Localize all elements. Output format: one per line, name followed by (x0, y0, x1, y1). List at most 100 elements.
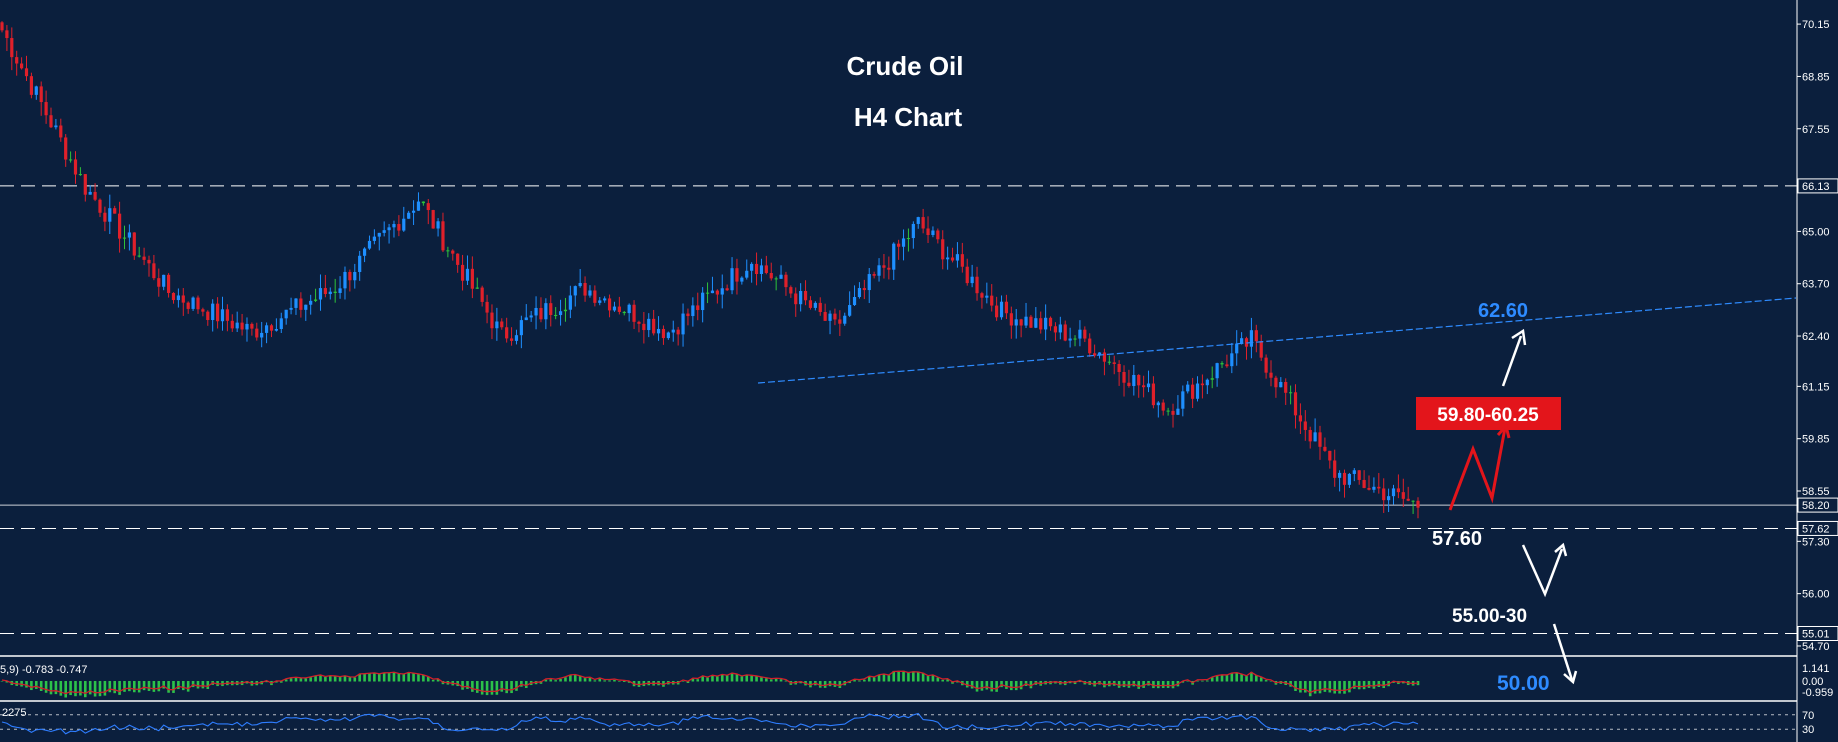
candle-body (725, 288, 729, 291)
candle-body (524, 317, 528, 321)
candle-body (799, 290, 803, 305)
candle-body (431, 210, 435, 229)
macd-bar (1343, 681, 1346, 694)
macd-bar (691, 678, 695, 682)
candle-body (1303, 421, 1307, 430)
macd-bar (897, 670, 900, 682)
candle-body (1259, 341, 1263, 358)
macd-bar (1186, 680, 1190, 682)
macd-bar (436, 679, 440, 682)
candle-body (632, 304, 636, 322)
candle-body (225, 309, 229, 321)
candle-body (260, 332, 264, 338)
price-tick-label: 58.55 (1802, 486, 1830, 498)
macd-bar (206, 681, 210, 690)
candle-body (1009, 313, 1013, 326)
candle-body (1289, 392, 1293, 394)
macd-bar (603, 680, 606, 682)
candle-body (558, 311, 563, 316)
candle-body (554, 314, 558, 316)
candle-body (451, 250, 455, 254)
candle-body (485, 301, 489, 313)
candle-body (186, 302, 190, 309)
candle-body (1416, 500, 1420, 508)
candle-body (73, 159, 78, 175)
candle-body (916, 217, 920, 224)
candle-body (279, 318, 283, 330)
macd-signal-line (1, 670, 1419, 695)
macd-bar (965, 681, 969, 688)
candle-body (1034, 318, 1038, 328)
candle-body (206, 311, 210, 321)
macd-bar (941, 679, 945, 682)
candle-body (1068, 338, 1072, 341)
rsi-line-path (1, 712, 1419, 735)
candle-body (505, 327, 509, 339)
candle-body (127, 232, 131, 238)
candle-body (264, 325, 269, 333)
macd-bar (284, 679, 288, 682)
macd-bar (593, 680, 597, 682)
candle-body (622, 311, 626, 314)
macd-bar (1103, 681, 1106, 688)
macd-bar (83, 681, 87, 698)
candle-body (1039, 318, 1043, 330)
macd-bar (1338, 681, 1341, 694)
macd-bar (201, 681, 205, 689)
candle-body (897, 243, 901, 247)
macd-bar (706, 677, 709, 682)
candle-body (480, 287, 484, 302)
candle-body (15, 57, 19, 64)
down-arrow-to-target-head (1563, 670, 1578, 685)
macd-bar (294, 677, 298, 682)
candle-body (539, 307, 543, 320)
price-tick-label: 57.62 (1802, 523, 1830, 535)
macd-bar (167, 681, 170, 693)
rsi-tick-label: 70 (1802, 710, 1814, 722)
candle-body (1274, 377, 1278, 388)
macd-bar (402, 673, 406, 682)
candle-body (1313, 432, 1317, 442)
macd-bar (578, 676, 582, 682)
macd-bar (1313, 681, 1317, 694)
candle-body (1225, 364, 1229, 367)
candle-body (1411, 500, 1415, 502)
candle-body (1078, 329, 1082, 339)
macd-bar (765, 678, 768, 682)
candle-body (901, 238, 906, 247)
macd-bar (823, 681, 827, 688)
macd-bar (1122, 681, 1126, 688)
candle-body (328, 291, 332, 295)
candle-body (794, 293, 798, 305)
candle-body (1298, 415, 1303, 422)
candle-body (862, 288, 866, 291)
candle-body (372, 236, 376, 241)
macd-bar (1166, 681, 1170, 688)
candle-body (1387, 496, 1391, 501)
candle-body (162, 274, 166, 287)
chart-subtitle: H4 Chart (854, 102, 963, 132)
macd-bar (426, 676, 430, 682)
candle-body (1338, 472, 1342, 478)
up-arrow-to-trend (1501, 335, 1523, 387)
candle-body (852, 297, 857, 306)
macd-bar (39, 681, 43, 691)
candle-body (1014, 319, 1018, 326)
price-tag-box (1797, 497, 1838, 513)
macd-bar (309, 677, 312, 682)
macd-bar (49, 681, 53, 695)
macd-bar (1299, 681, 1302, 693)
candle-body (1176, 408, 1180, 415)
candle-body (299, 298, 303, 310)
macd-bar (554, 680, 557, 682)
candle-body (269, 325, 274, 331)
macd-bar (103, 681, 107, 696)
macd-bar (1353, 681, 1356, 689)
target-label: 50.00 (1497, 672, 1550, 695)
candle-body (98, 199, 102, 213)
candle-body (1362, 479, 1366, 488)
macd-bar (44, 681, 48, 693)
down-arrow-to-target (1552, 623, 1574, 681)
macd-bar (495, 681, 499, 695)
candle-body (289, 307, 293, 310)
